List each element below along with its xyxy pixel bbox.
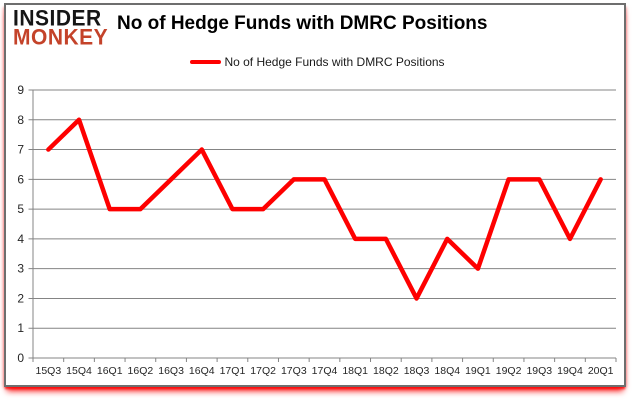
legend-line-marker [190, 59, 222, 65]
logo-word-monkey: MONKEY [13, 25, 109, 50]
insider-monkey-logo: INSIDER MONKEY [13, 6, 109, 50]
legend: No of Hedge Funds with DMRC Positions [0, 55, 635, 69]
chart-title: No of Hedge Funds with DMRC Positions [117, 13, 488, 34]
legend-label: No of Hedge Funds with DMRC Positions [224, 55, 445, 69]
logo-word-insider: INSIDER [13, 6, 102, 31]
